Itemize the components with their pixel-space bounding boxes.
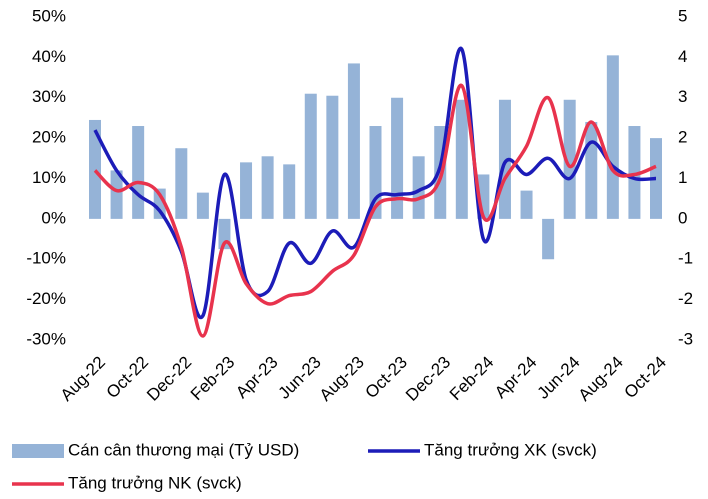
bar bbox=[563, 99, 576, 219]
bar bbox=[304, 93, 317, 219]
line bbox=[93, 83, 657, 338]
x-tick-label: Dec-22 bbox=[143, 353, 195, 405]
line bbox=[93, 46, 657, 320]
y-tick-label: 20% bbox=[32, 128, 66, 147]
bar bbox=[455, 99, 468, 219]
y2-tick-label: 5 bbox=[678, 6, 687, 25]
y-tick-label: -10% bbox=[26, 249, 66, 268]
y2-tick-label: -2 bbox=[678, 289, 693, 308]
x-tick-label: Apr-24 bbox=[491, 353, 541, 403]
y-tick-label: 50% bbox=[32, 6, 66, 25]
bar bbox=[110, 170, 123, 219]
y-tick-label: -20% bbox=[26, 289, 66, 308]
bar bbox=[585, 121, 598, 219]
y-tick-label: 30% bbox=[32, 87, 66, 106]
x-tick-label: Apr-23 bbox=[232, 353, 282, 403]
bar bbox=[542, 218, 555, 260]
x-tick-label: Feb-24 bbox=[446, 353, 498, 405]
y-tick-label: 0% bbox=[41, 208, 66, 227]
bar bbox=[326, 95, 339, 219]
x-tick-label: Aug-22 bbox=[57, 353, 109, 405]
y2-tick-label: 4 bbox=[678, 47, 687, 66]
bar bbox=[132, 126, 145, 219]
bar bbox=[412, 156, 425, 219]
legend-label: Cán cân thương mại (Tỷ USD) bbox=[68, 440, 299, 459]
x-tick-label: Jun-24 bbox=[533, 353, 583, 403]
x-tick-label: Aug-23 bbox=[316, 353, 368, 405]
x-tick-label: Oct-22 bbox=[103, 353, 153, 403]
y2-tick-label: 0 bbox=[678, 208, 687, 227]
bar bbox=[89, 119, 101, 219]
x-tick-label: Aug-24 bbox=[575, 353, 627, 405]
x-tick-label: Oct-24 bbox=[620, 353, 670, 403]
x-tick-label: Oct-23 bbox=[362, 353, 412, 403]
bar bbox=[196, 192, 209, 219]
legend-label: Tăng trưởng NK (svck) bbox=[68, 473, 242, 492]
x-tick-label: Feb-23 bbox=[187, 353, 239, 405]
bar bbox=[175, 148, 188, 219]
y2-tick-label: 3 bbox=[678, 87, 687, 106]
legend-swatch bbox=[12, 444, 64, 458]
bar bbox=[240, 162, 253, 219]
bar bbox=[628, 126, 641, 219]
bar bbox=[347, 63, 360, 219]
bar bbox=[606, 55, 619, 219]
y2-tick-label: 1 bbox=[678, 168, 687, 187]
bar bbox=[391, 97, 404, 219]
bar bbox=[520, 190, 533, 219]
x-tick-label: Jun-23 bbox=[275, 353, 325, 403]
x-tick-label: Dec-23 bbox=[402, 353, 454, 405]
y-tick-label: 40% bbox=[32, 47, 66, 66]
bar bbox=[261, 156, 274, 219]
y2-tick-label: 2 bbox=[678, 128, 687, 147]
y-tick-label: 10% bbox=[32, 168, 66, 187]
y2-tick-label: -3 bbox=[678, 329, 693, 348]
legend-label: Tăng trưởng XK (svck) bbox=[424, 440, 597, 459]
y-tick-label: -30% bbox=[26, 329, 66, 348]
y2-tick-label: -1 bbox=[678, 249, 693, 268]
bar bbox=[283, 164, 296, 219]
